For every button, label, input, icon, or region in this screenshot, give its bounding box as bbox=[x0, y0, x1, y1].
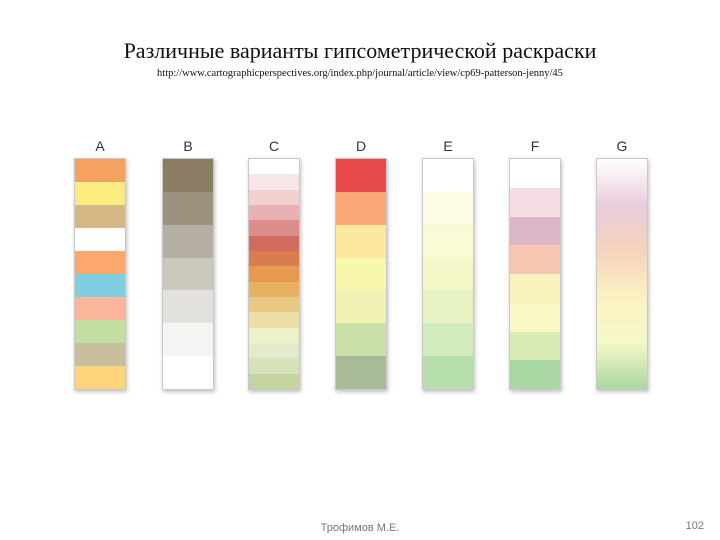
color-band bbox=[510, 187, 560, 217]
color-band bbox=[249, 266, 299, 282]
slide-title: Различные варианты гипсометрической раск… bbox=[123, 38, 597, 63]
color-band bbox=[510, 302, 560, 332]
source-url: http://www.cartographicperspectives.org/… bbox=[157, 68, 563, 79]
scheme-strip-e bbox=[422, 158, 474, 390]
scheme-label-f: F bbox=[530, 138, 540, 154]
color-band bbox=[510, 216, 560, 246]
color-band bbox=[336, 257, 386, 291]
scheme-label-d: D bbox=[355, 138, 367, 154]
scheme-strip-g bbox=[596, 158, 648, 390]
color-band bbox=[423, 159, 473, 192]
color-band bbox=[423, 323, 473, 357]
color-band bbox=[75, 274, 125, 297]
color-band bbox=[163, 159, 213, 192]
scheme-strip-a bbox=[74, 158, 126, 390]
color-band bbox=[75, 159, 125, 182]
color-band bbox=[249, 189, 299, 205]
color-band bbox=[423, 290, 473, 324]
scheme-strip-d bbox=[335, 158, 387, 390]
color-band bbox=[249, 296, 299, 313]
color-band bbox=[75, 251, 125, 274]
color-band bbox=[510, 274, 560, 303]
color-band bbox=[510, 159, 560, 188]
scheme-label-c: C bbox=[268, 138, 280, 154]
color-band bbox=[163, 257, 213, 291]
color-gradient bbox=[597, 159, 647, 389]
color-band bbox=[249, 220, 299, 236]
color-band bbox=[249, 174, 299, 190]
scheme-label-a: A bbox=[95, 138, 105, 154]
color-band bbox=[423, 224, 473, 258]
scheme-label-e: E bbox=[443, 138, 453, 154]
color-band bbox=[75, 205, 125, 228]
color-band bbox=[336, 224, 386, 258]
color-band bbox=[423, 257, 473, 291]
color-band bbox=[163, 356, 213, 389]
color-band bbox=[163, 290, 213, 324]
color-band bbox=[423, 191, 473, 225]
color-band bbox=[249, 312, 299, 328]
color-band bbox=[249, 358, 299, 374]
color-band bbox=[336, 159, 386, 192]
color-band bbox=[336, 356, 386, 389]
color-band bbox=[163, 323, 213, 357]
color-band bbox=[163, 224, 213, 258]
color-band bbox=[75, 297, 125, 320]
color-band bbox=[249, 235, 299, 251]
color-band bbox=[510, 360, 560, 389]
color-band bbox=[249, 342, 299, 359]
color-band bbox=[75, 320, 125, 343]
color-band bbox=[249, 373, 299, 389]
color-band bbox=[249, 250, 299, 267]
color-band bbox=[510, 331, 560, 361]
scheme-label-g: G bbox=[616, 138, 628, 154]
color-band bbox=[75, 343, 125, 366]
scheme-strip-b bbox=[162, 158, 214, 390]
color-band bbox=[249, 281, 299, 297]
author-footer: Трофимов М.Е. bbox=[320, 522, 400, 534]
color-band bbox=[75, 182, 125, 205]
color-band bbox=[163, 191, 213, 225]
color-band bbox=[336, 323, 386, 357]
color-band bbox=[75, 228, 125, 251]
color-band bbox=[75, 366, 125, 389]
scheme-label-b: B bbox=[183, 138, 193, 154]
scheme-strip-c bbox=[248, 158, 300, 390]
color-band bbox=[249, 327, 299, 343]
scheme-strip-f bbox=[509, 158, 561, 390]
color-band bbox=[249, 159, 299, 175]
page-number: 102 bbox=[685, 520, 704, 532]
color-band bbox=[423, 356, 473, 389]
color-band bbox=[249, 204, 299, 221]
color-band bbox=[336, 191, 386, 225]
color-band bbox=[510, 245, 560, 274]
color-band bbox=[336, 290, 386, 324]
